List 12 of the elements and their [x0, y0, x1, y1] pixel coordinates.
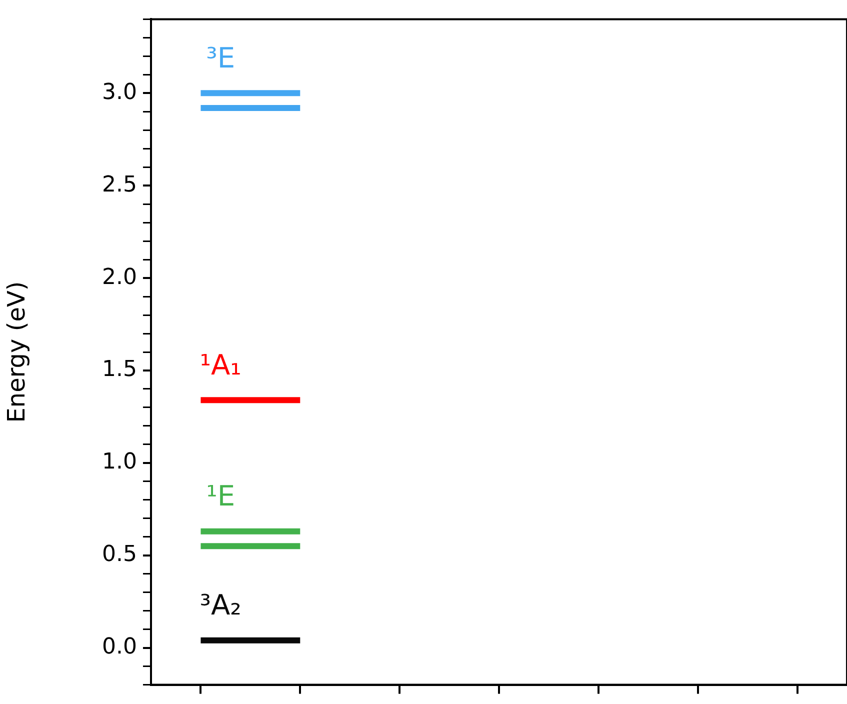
y-tick-label: 1.0 [102, 450, 137, 475]
y-tick-label: 2.0 [102, 264, 137, 290]
annotation: ³A₂ [200, 588, 242, 622]
y-tick-label: 0.0 [102, 634, 137, 660]
annotation: ³E [206, 41, 236, 74]
y-tick-label: 1.5 [102, 357, 137, 382]
annotation: ¹E [206, 480, 236, 513]
annotation: ¹A₁ [200, 348, 242, 382]
y-axis-title: Energy (eV) [2, 281, 31, 423]
y-tick-label: 0.5 [102, 542, 137, 568]
y-tick-label: 3.0 [102, 80, 137, 105]
y-tick-label: 2.5 [102, 172, 137, 198]
